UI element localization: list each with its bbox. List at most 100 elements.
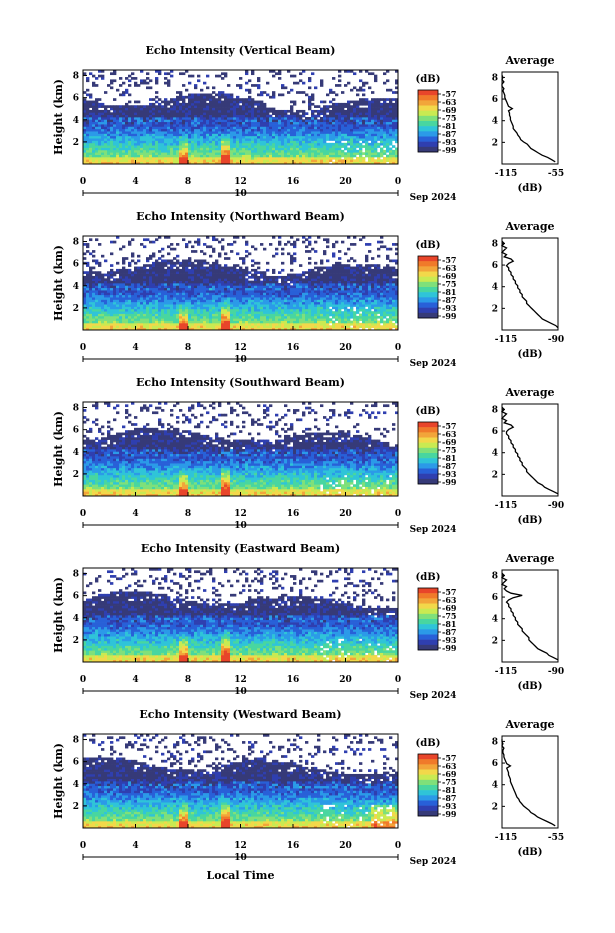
heatmap-cell xyxy=(185,157,188,160)
heatmap-cell xyxy=(344,292,347,295)
heatmap-cell xyxy=(170,307,173,310)
heatmap-cell xyxy=(101,143,104,146)
heatmap-cell xyxy=(146,323,149,326)
heatmap-cell xyxy=(329,119,332,122)
heatmap-cell xyxy=(170,297,173,300)
heatmap-cell xyxy=(335,295,338,298)
heatmap-cell xyxy=(287,145,290,148)
heatmap-cell xyxy=(278,117,281,120)
heatmap-cell xyxy=(269,145,272,148)
heatmap-cell xyxy=(284,292,287,295)
heatmap-cell xyxy=(368,148,371,151)
heatmap-cell xyxy=(344,138,347,141)
heatmap-cell xyxy=(167,112,170,115)
heatmap-cell xyxy=(380,138,383,141)
heatmap-cell xyxy=(257,117,260,120)
heatmap-cell xyxy=(104,136,107,139)
heatmap-cell xyxy=(227,84,230,87)
heatmap-cell xyxy=(275,307,278,310)
heatmap-cell xyxy=(89,96,92,99)
heatmap-cell xyxy=(224,321,227,324)
heatmap-cell xyxy=(182,117,185,120)
heatmap-cell xyxy=(242,159,245,162)
heatmap-cell xyxy=(197,309,200,312)
heatmap-cell xyxy=(221,119,224,122)
heatmap-cell xyxy=(125,103,128,106)
heatmap-cell xyxy=(125,117,128,120)
heatmap-cell xyxy=(362,145,365,148)
heatmap-cell xyxy=(233,314,236,317)
heatmap-cell xyxy=(179,307,182,310)
heatmap-cell xyxy=(158,304,161,307)
heatmap-cell xyxy=(338,318,341,321)
heatmap-cell xyxy=(119,108,122,111)
heatmap-cell xyxy=(302,136,305,139)
heatmap-cell xyxy=(98,292,101,295)
heatmap-cell xyxy=(302,141,305,144)
heatmap-cell xyxy=(188,150,191,153)
heatmap-cell xyxy=(230,141,233,144)
heatmap-cell xyxy=(389,314,392,317)
heatmap-cell xyxy=(293,302,296,305)
heatmap-cell xyxy=(380,318,383,321)
heatmap-cell xyxy=(203,148,206,151)
heatmap-cell xyxy=(218,309,221,312)
heatmap-cell xyxy=(290,129,293,132)
heatmap-cell xyxy=(257,136,260,139)
heatmap-cell xyxy=(374,299,377,302)
heatmap-cell xyxy=(341,143,344,146)
heatmap-cell xyxy=(272,309,275,312)
heatmap-cell xyxy=(269,309,272,312)
heatmap-cell xyxy=(260,101,263,104)
heatmap-cell xyxy=(128,110,131,113)
heatmap-cell xyxy=(176,91,179,94)
heatmap-cell xyxy=(197,325,200,328)
heatmap-cell xyxy=(251,307,254,310)
heatmap-cell xyxy=(344,124,347,127)
heatmap-cell xyxy=(311,136,314,139)
heatmap-cell xyxy=(203,105,206,108)
heatmap-cell xyxy=(290,75,293,78)
heatmap-cell xyxy=(221,126,224,129)
heatmap-cell xyxy=(236,307,239,310)
heatmap-cell xyxy=(287,325,290,328)
heatmap-cell xyxy=(191,285,194,288)
heatmap-cell xyxy=(341,290,344,293)
heatmap-cell xyxy=(299,299,302,302)
heatmap-cell xyxy=(371,297,374,300)
heatmap-cell xyxy=(158,299,161,302)
heatmap-cell xyxy=(260,110,263,113)
heatmap-cell xyxy=(254,323,257,326)
heatmap-cell xyxy=(152,105,155,108)
heatmap-cell xyxy=(332,98,335,101)
heatmap-cell xyxy=(380,103,383,106)
heatmap-cell xyxy=(269,122,272,125)
heatmap-cell xyxy=(296,117,299,120)
heatmap-cell xyxy=(320,157,323,160)
heatmap-cell xyxy=(356,150,359,153)
heatmap-cell xyxy=(377,325,380,328)
heatmap-cell xyxy=(302,152,305,155)
heatmap-cell xyxy=(92,101,95,104)
heatmap-cell xyxy=(119,302,122,305)
heatmap-cell xyxy=(89,325,92,328)
heatmap-cell xyxy=(263,112,266,115)
heatmap-cell xyxy=(287,122,290,125)
heatmap-cell xyxy=(386,115,389,118)
heatmap-cell xyxy=(356,129,359,132)
heatmap-cell xyxy=(236,309,239,312)
heatmap-cell xyxy=(188,323,191,326)
heatmap-cell xyxy=(122,105,125,108)
heatmap-cell xyxy=(101,138,104,141)
heatmap-cell xyxy=(137,112,140,115)
heatmap-cell xyxy=(371,159,374,162)
heatmap-cell xyxy=(170,292,173,295)
heatmap-cell xyxy=(272,131,275,134)
heatmap-cell xyxy=(164,152,167,155)
heatmap-cell xyxy=(161,133,164,136)
heatmap-cell xyxy=(227,311,230,314)
heatmap-cell xyxy=(326,131,329,134)
heatmap-cell xyxy=(260,318,263,321)
heatmap-cell xyxy=(134,292,137,295)
heatmap-cell xyxy=(257,290,260,293)
